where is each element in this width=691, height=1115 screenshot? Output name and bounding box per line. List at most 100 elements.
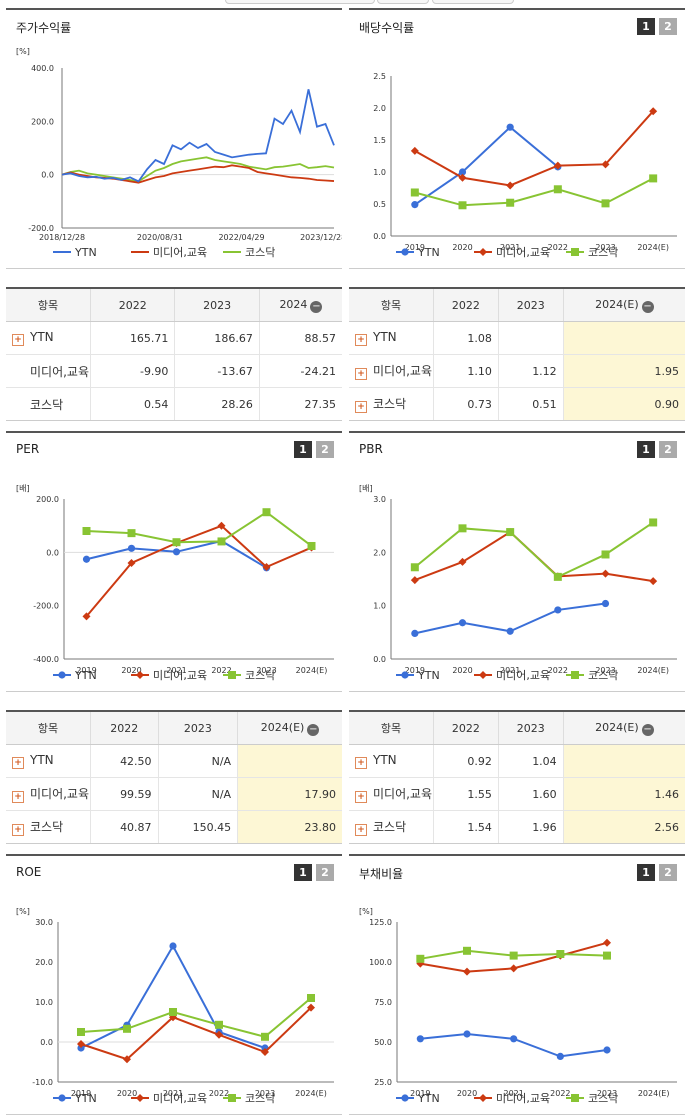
row-label-cell[interactable]: + 미디어,교육	[6, 777, 91, 811]
row-label-cell[interactable]: + 미디어,교육	[349, 354, 434, 388]
value-cell: 1.95	[562, 354, 685, 388]
x-tick-label: 2024(E)	[295, 1089, 327, 1098]
table-row: + YTN 42.50 N/A	[6, 744, 342, 778]
series-line-kosdaq	[86, 510, 313, 547]
page-1-button[interactable]: 1	[294, 441, 312, 458]
row-label: YTN	[373, 330, 397, 344]
legend-label: 코스닥	[245, 246, 275, 259]
legend-marker	[479, 1094, 487, 1102]
table-row: 코스닥 0.54 28.26 27.35	[6, 387, 342, 421]
expand-plus-icon[interactable]: +	[355, 824, 367, 836]
legend-label: 코스닥	[245, 669, 275, 682]
y-tick-label: -400.0	[33, 655, 59, 664]
panel-title: ROE	[16, 865, 42, 879]
series-line-media	[80, 1006, 312, 1061]
data-point-kosdaq	[261, 1032, 269, 1041]
row-label-cell[interactable]: + 미디어,교육	[349, 777, 434, 811]
page-2-button[interactable]: 2	[659, 864, 677, 881]
x-tick-label: 2020	[121, 666, 141, 675]
expand-plus-icon[interactable]: +	[355, 791, 367, 803]
data-point-kosdaq	[217, 537, 226, 546]
row-label-cell[interactable]: 코스닥	[6, 388, 91, 421]
row-label: 코스닥	[373, 820, 407, 834]
column-header: 2023	[157, 712, 238, 745]
collapse-icon[interactable]: −	[641, 300, 654, 313]
series-line-media	[85, 524, 312, 617]
expand-plus-icon[interactable]: +	[355, 401, 367, 413]
column-header: 2022	[433, 712, 499, 745]
page-2-button[interactable]: 2	[316, 864, 334, 881]
column-header-label: 2022	[451, 721, 480, 735]
legend-label: YTN	[74, 669, 97, 682]
top-tab-left[interactable]	[225, 0, 375, 4]
top-tab-right[interactable]	[432, 0, 514, 4]
x-tick-label: 2020	[457, 1089, 477, 1098]
row-label-cell[interactable]: + 코스닥	[349, 811, 434, 844]
y-tick-label: 1.5	[373, 136, 386, 145]
legend-label: 미디어,교육	[496, 246, 550, 259]
value-cell: 0.54	[89, 387, 175, 420]
legend-marker	[571, 671, 579, 679]
x-tick-label: 2022	[550, 1089, 570, 1098]
row-label-cell[interactable]: 미디어,교육	[6, 354, 91, 388]
collapse-icon[interactable]: −	[310, 300, 323, 313]
value-cell: 28.26	[174, 387, 260, 420]
expand-plus-icon[interactable]: +	[355, 368, 367, 380]
data-point-kosdaq	[506, 198, 515, 207]
row-label-cell[interactable]: + YTN	[349, 744, 434, 778]
x-tick-label: 2021	[163, 1089, 183, 1098]
value-cell: 1.04	[497, 744, 564, 778]
table-row: + 코스닥 40.87 150.45 23.80	[6, 810, 342, 844]
value-cell: N/A	[157, 744, 238, 778]
row-label: 미디어,교육	[373, 787, 433, 801]
y-unit-label: [%]	[359, 907, 373, 916]
row-label-cell[interactable]: + YTN	[6, 321, 91, 355]
expand-plus-icon[interactable]: +	[355, 757, 367, 769]
expand-plus-icon[interactable]: +	[12, 334, 24, 346]
row-label-cell[interactable]: + 코스닥	[349, 388, 434, 421]
legend-marker	[401, 248, 409, 256]
legend-marker	[401, 671, 409, 679]
page-1-button[interactable]: 1	[637, 864, 655, 881]
page-2-button[interactable]: 2	[659, 18, 677, 35]
legend-marker	[58, 1094, 66, 1102]
row-label-cell[interactable]: + YTN	[349, 321, 434, 355]
y-tick-label: -200.0	[33, 602, 59, 611]
x-tick-label: 2024(E)	[638, 1089, 670, 1098]
row-label-cell[interactable]: + 코스닥	[6, 811, 91, 844]
x-tick-label: 2021	[500, 243, 520, 252]
expand-plus-icon[interactable]: +	[355, 334, 367, 346]
y-tick-label: 50.0	[374, 1038, 392, 1047]
row-label-cell[interactable]: + YTN	[6, 744, 91, 778]
expand-plus-icon[interactable]: +	[12, 824, 24, 836]
data-point-kosdaq	[410, 188, 419, 197]
collapse-icon[interactable]: −	[641, 723, 654, 736]
x-tick-label: 2021	[503, 1089, 523, 1098]
page-2-button[interactable]: 2	[659, 441, 677, 458]
legend-marker	[228, 1094, 236, 1102]
value-cell: 150.45	[157, 810, 238, 843]
data-point-ytn	[458, 619, 467, 627]
top-tab-mid[interactable]	[377, 0, 429, 4]
column-header: 2022	[89, 289, 175, 322]
page-1-button[interactable]: 1	[637, 441, 655, 458]
dividend-table: 항목 2022 2023 2024(E) − + YTN 1.08 + 미디어,교육 1.10 1.1…	[349, 287, 685, 421]
x-tick-label: 2019	[410, 1089, 430, 1098]
y-tick-label: 100.0	[369, 958, 392, 967]
data-point-media	[509, 964, 518, 973]
data-point-ytn	[458, 168, 467, 176]
stock-return-panel: 주가수익률 [%] 400.0 200.0 0.0 -200.0 2018/12/28 20…	[6, 8, 342, 269]
y-tick-label: 0.0	[41, 171, 54, 180]
x-tick-label: 2021	[166, 666, 186, 675]
data-point-kosdaq	[649, 518, 658, 527]
collapse-icon[interactable]: −	[307, 723, 320, 736]
series-line-media	[414, 530, 654, 583]
page-1-button[interactable]: 1	[637, 18, 655, 35]
value-cell: 88.57	[258, 321, 342, 355]
page-1-button[interactable]: 1	[294, 864, 312, 881]
expand-plus-icon[interactable]: +	[12, 791, 24, 803]
page-2-button[interactable]: 2	[316, 441, 334, 458]
expand-plus-icon[interactable]: +	[12, 757, 24, 769]
